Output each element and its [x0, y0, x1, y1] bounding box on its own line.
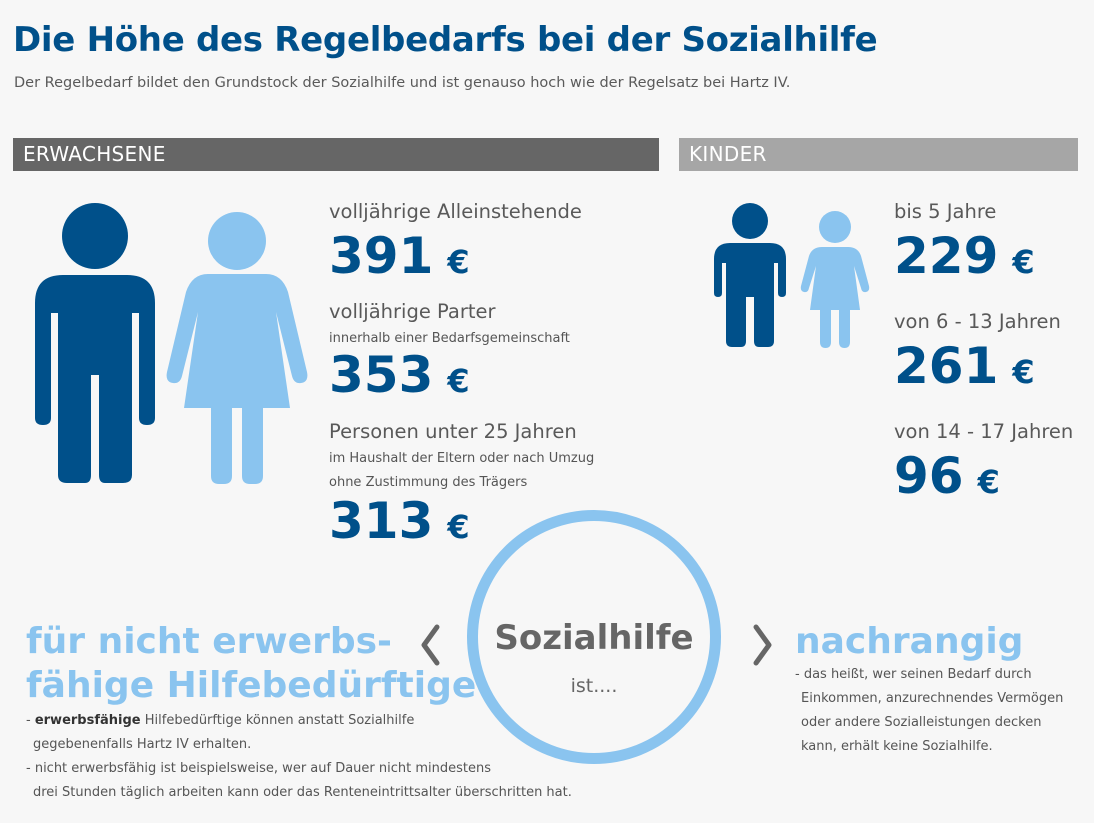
kids-age-6-13-label: von 6 - 13 Jahren — [894, 310, 1061, 333]
center-word: Sozialhilfe — [494, 618, 694, 658]
right-note-line-4: kann, erhält keine Sozialhilfe. — [801, 739, 993, 754]
amount-value: 261 — [894, 337, 999, 395]
kids-age-0-5-label: bis 5 Jahre — [894, 200, 997, 223]
adult-single-label: volljährige Alleinstehende — [329, 200, 582, 223]
euro-sign: € — [447, 362, 470, 400]
amount-value: 391 — [329, 227, 434, 285]
amount-value: 353 — [329, 346, 434, 404]
adult-single-amount: 391 € — [329, 231, 470, 281]
euro-sign: € — [1012, 243, 1035, 281]
kids-age-6-13-amount: 261 € — [894, 341, 1035, 391]
amount-value: 229 — [894, 227, 999, 285]
right-note-line-3: oder andere Sozialleistungen decken — [801, 715, 1042, 730]
left-note-1: - erwerbsfähige Hilfebedürftige können a… — [26, 713, 415, 728]
center-circle — [467, 510, 721, 764]
page-subtitle: Der Regelbedarf bildet den Grundstock de… — [14, 75, 791, 91]
adult-partner-amount: 353 € — [329, 350, 470, 400]
left-note-1-cont: gegebenenfalls Hartz IV erhalten. — [33, 737, 252, 752]
woman-icon — [166, 212, 308, 484]
kids-age-14-17-amount: 96 € — [894, 451, 1000, 501]
right-note-line-2: Einkommen, anzurechnendes Vermögen — [801, 691, 1064, 706]
adult-young-note-1: im Haushalt der Eltern oder nach Umzug — [329, 451, 595, 466]
right-heading: nachrangig — [795, 621, 1024, 662]
adult-young-note-2: ohne Zustimmung des Trägers — [329, 475, 528, 490]
euro-sign: € — [447, 243, 470, 281]
kids-age-0-5-amount: 229 € — [894, 231, 1035, 281]
adult-young-amount: 313 € — [329, 496, 470, 546]
left-note-2-cont: drei Stunden täglich arbeiten kann oder … — [33, 785, 572, 800]
amount-value: 313 — [329, 492, 434, 550]
left-note-1-bold: erwerbsfähige — [34, 713, 141, 728]
girl-icon — [800, 211, 870, 348]
man-icon — [35, 203, 155, 483]
left-note-2: - nicht erwerbsfähig ist beispielsweise,… — [26, 761, 492, 776]
kids-header: KINDER — [679, 138, 1078, 171]
adult-young-label: Personen unter 25 Jahren — [329, 420, 577, 443]
page-title: Die Höhe des Regelbedarfs bei der Sozial… — [13, 20, 878, 60]
euro-sign: € — [1012, 353, 1035, 391]
left-heading-1: für nicht erwerbs- — [26, 621, 392, 662]
boy-icon — [714, 203, 786, 347]
right-note-line-1: - das heißt, wer seinen Bedarf durch — [795, 667, 1032, 682]
center-sub: ist.... — [570, 675, 618, 697]
kids-age-14-17-label: von 14 - 17 Jahren — [894, 420, 1074, 443]
left-heading-2: fähige Hilfebedürftige — [26, 665, 477, 706]
adults-header: ERWACHSENE — [13, 138, 659, 171]
left-note-1-rest: Hilfebedürftige können anstatt Sozialhil… — [140, 713, 415, 728]
adult-partner-label: volljährige Parter — [329, 300, 496, 323]
euro-sign: € — [977, 463, 1000, 501]
amount-value: 96 — [894, 447, 964, 505]
euro-sign: € — [447, 508, 470, 546]
chevron-right-icon — [753, 624, 772, 666]
chevron-left-icon — [421, 624, 440, 666]
adult-partner-note: innerhalb einer Bedarfsgemeinschaft — [329, 331, 570, 346]
